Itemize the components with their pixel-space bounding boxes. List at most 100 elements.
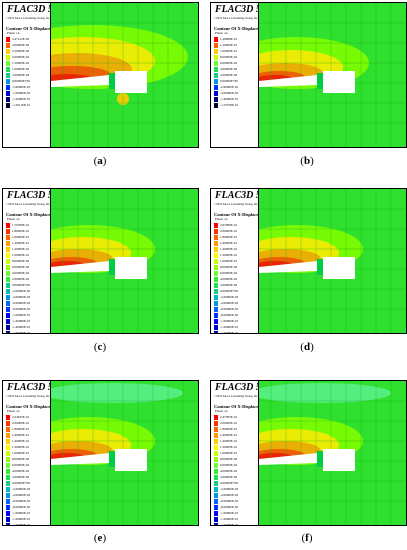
contour-title: Contour Of X-Displacement (214, 26, 259, 31)
caption-c: (c) (93, 341, 107, 353)
scale-row: 4.00000E-02 (6, 270, 50, 276)
scale-row: 6.00000E-02 (6, 264, 50, 270)
scale-swatch (214, 36, 218, 42)
plane-label: Plane: on (7, 31, 20, 35)
scale-swatch (214, 510, 218, 516)
scale-swatch (6, 300, 10, 306)
brand-title: FLAC3D 5.00 (215, 4, 258, 15)
scale-swatch (6, 510, 10, 516)
scale-swatch (6, 480, 10, 486)
scale-value: 1.20000E-01 (220, 445, 238, 449)
scale-row: 1.79780E-01 (6, 222, 50, 228)
scale-row: 1.00000E-01 (214, 48, 258, 54)
scale-value: 5.00000E-03 (12, 73, 30, 77)
scale-swatch (214, 84, 218, 90)
scale-swatch (214, 498, 218, 504)
caption-d: (d) (300, 341, 314, 353)
scale-value: 1.80000E-01 (12, 229, 30, 233)
scale-row: -6.00000E-02 (6, 498, 50, 504)
scale-row: 1.20000E-01 (6, 444, 50, 450)
scale-swatch (6, 228, 10, 234)
scale-row: 1.60000E-01 (6, 432, 50, 438)
scale-swatch (6, 318, 10, 324)
scale-row: 1.00000E-02 (6, 66, 50, 72)
scale-value: 2.00000E-02 (220, 73, 238, 77)
plane-label: Plane: on (215, 31, 228, 35)
scale-value: 4.00000E-02 (12, 271, 30, 275)
scale-swatch (214, 432, 218, 438)
scale-value: 0.00000E+00 (220, 289, 238, 293)
scale-row: -1.40000E-01 (6, 522, 50, 525)
scale-value: -1.20000E-01 (12, 517, 31, 521)
scale-row: 2.07980E-01 (214, 222, 258, 228)
scale-value: 1.60000E-01 (12, 235, 30, 239)
scale-swatch (6, 438, 10, 444)
scale-row: -8.00000E-02 (6, 306, 50, 312)
scale-value: 3.00000E-02 (12, 43, 30, 47)
scale-swatch (214, 96, 218, 102)
plane-label: Plane: on (215, 409, 228, 413)
scale-value: -2.00000E-02 (220, 295, 239, 299)
scale-swatch (214, 492, 218, 498)
scale-swatch (214, 300, 218, 306)
scale-value: 2.07980E-01 (220, 223, 238, 227)
scale-row: -6.00000E-02 (214, 306, 258, 312)
scale-value: 0.00000E+00 (220, 481, 238, 485)
scale-row: -4.00000E-02 (6, 294, 50, 300)
scale-row: 1.40000E-01 (214, 246, 258, 252)
scale-swatch (6, 426, 10, 432)
scale-value: -2.00000E-02 (12, 487, 31, 491)
scale-value: 0.00000E+00 (12, 481, 30, 485)
scale-value: -4.00000E-02 (12, 295, 31, 299)
scale-value: -1.00000E-02 (12, 91, 31, 95)
scale-row: -2.00000E-02 (214, 294, 258, 300)
scale-value: 2.00000E-01 (220, 421, 238, 425)
scale-row: -2.00000E-02 (6, 486, 50, 492)
scale-swatch (6, 270, 10, 276)
scale-row: -1.40000E-01 (214, 522, 258, 525)
color-scale: 1.79780E-01 1.80000E-01 1.60000E-01 1.40000… (6, 222, 50, 333)
scale-value: 1.00000E-02 (12, 67, 30, 71)
scale-row: -1.20000E-01 (6, 96, 50, 102)
scale-swatch (214, 54, 218, 60)
scale-value: 1.40000E-01 (12, 439, 30, 443)
scale-swatch (6, 60, 10, 66)
scale-value: -8.00000E-02 (12, 505, 31, 509)
scale-row: 4.00000E-02 (214, 468, 258, 474)
scale-row: 2.24635E-01 (6, 414, 50, 420)
scale-row: 6.00000E-02 (214, 270, 258, 276)
scale-swatch (214, 48, 218, 54)
scale-row: 1.50000E-02 (6, 60, 50, 66)
contour-plot-c: FLAC3D 5.00 ©2012 Itasca Consulting Grou… (2, 188, 199, 334)
scale-row: 2.00000E-02 (6, 54, 50, 60)
scale-swatch (214, 516, 218, 522)
scale-value: 2.00000E-02 (220, 283, 238, 287)
scale-row: -8.00000E-02 (6, 504, 50, 510)
scale-row: 1.20000E-01 (214, 252, 258, 258)
scale-row: 8.00000E-02 (214, 54, 258, 60)
plane-label: Plane: on (7, 409, 20, 413)
panel-f: FLAC3D 5.00 ©2012 Itasca Consulting Grou… (210, 380, 407, 526)
scale-value: -1.40000E-01 (12, 325, 31, 329)
scale-swatch (6, 246, 10, 252)
scale-value: -2.00000E-02 (220, 85, 239, 89)
scale-swatch (6, 504, 10, 510)
scale-value: 2.47585E-01 (220, 415, 238, 419)
scale-row: 6.00000E-02 (214, 462, 258, 468)
scale-swatch (6, 522, 10, 525)
scale-row: 1.00000E-01 (214, 450, 258, 456)
scale-value: 1.29998E-01 (220, 37, 238, 41)
scale-value: 0.00000E+00 (12, 79, 30, 83)
scale-row: 0.00000E+00 (6, 78, 50, 84)
scale-row: -2.00000E-02 (6, 288, 50, 294)
brand-title: FLAC3D 5.00 (7, 4, 50, 15)
panel-e: FLAC3D 5.00 ©2012 Itasca Consulting Grou… (2, 380, 199, 526)
scale-row: -1.00000E-01 (214, 318, 258, 324)
scale-value: -1.40000E-01 (12, 523, 31, 525)
scale-row: -1.40000E-01 (6, 324, 50, 330)
scale-row: 1.40000E-01 (6, 438, 50, 444)
contour-title: Contour Of X-Displacement (6, 26, 51, 31)
color-scale: 2.47585E-01 2.00000E-01 1.80000E-01 1.60000… (214, 414, 258, 525)
scale-value: 2.00000E-02 (12, 277, 30, 281)
scale-swatch (6, 264, 10, 270)
